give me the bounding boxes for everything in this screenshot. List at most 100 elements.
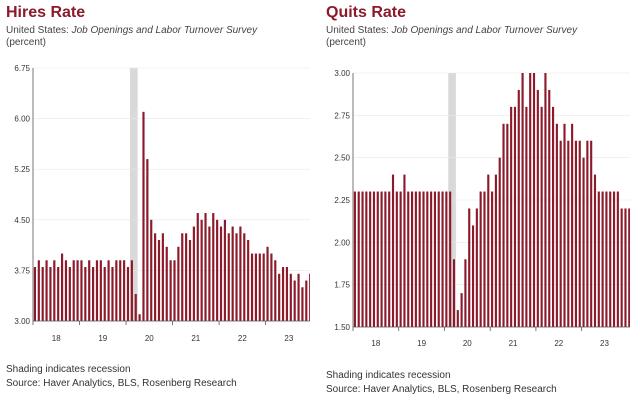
quits-bar <box>399 191 402 327</box>
hires-bar <box>150 219 153 321</box>
quits-rate-panel: Quits Rate United States: Job Openings a… <box>320 0 630 406</box>
quits-bar <box>407 191 410 327</box>
hires-bar <box>45 260 48 321</box>
quits-bar <box>536 89 539 327</box>
hires-bar <box>297 273 300 321</box>
hires-bar <box>192 226 195 321</box>
hires-bar <box>33 267 37 321</box>
hires-y-tick-label: 4.50 <box>14 216 30 225</box>
hires-bar <box>115 260 118 321</box>
quits-bar <box>365 191 368 327</box>
hires-recession-note: Shading indicates recession <box>6 364 131 375</box>
hires-bar <box>301 287 304 321</box>
quits-bar <box>353 191 356 327</box>
quits-bar <box>449 191 452 327</box>
hires-subtitle-survey: Job Openings and Labor Turnover Survey <box>71 25 258 36</box>
hires-bar <box>68 267 71 321</box>
quits-bar <box>540 106 543 327</box>
quits-x-tick-label: 22 <box>554 339 563 348</box>
quits-bar <box>620 208 623 327</box>
quits-bar <box>521 73 524 327</box>
hires-bar <box>216 219 219 321</box>
quits-bar <box>422 191 425 327</box>
hires-bar <box>111 267 114 321</box>
quits-bar <box>628 208 630 327</box>
hires-y-tick-label: 3.75 <box>14 266 30 275</box>
quits-bar <box>445 191 448 327</box>
hires-bar <box>154 233 157 321</box>
hires-x-tick-label: 20 <box>145 334 154 343</box>
quits-bar <box>506 123 509 327</box>
hires-bar <box>64 260 68 321</box>
hires-bar <box>200 219 203 321</box>
quits-bar <box>372 191 376 327</box>
hires-bar <box>49 267 52 321</box>
hires-bar <box>254 253 257 321</box>
quits-y-tick-label: 2.50 <box>334 154 350 163</box>
quits-bar <box>433 191 436 327</box>
quits-bar <box>475 208 478 327</box>
quits-bar <box>384 191 387 327</box>
quits-bar <box>456 310 459 327</box>
quits-bar <box>525 106 528 327</box>
quits-bar <box>624 208 627 327</box>
hires-bar <box>212 213 215 321</box>
quits-subtitle-prefix: United States: <box>326 25 392 36</box>
quits-bar <box>616 191 619 327</box>
quits-bar <box>361 191 364 327</box>
hires-bar <box>99 260 102 321</box>
hires-bar <box>243 233 246 321</box>
hires-bar <box>53 260 56 321</box>
quits-bar <box>601 191 604 327</box>
quits-bar <box>460 293 463 327</box>
hires-x-tick-label: 23 <box>284 334 293 343</box>
quits-bar <box>517 89 520 327</box>
hires-bar <box>285 267 289 321</box>
quits-bar <box>510 106 513 327</box>
quits-bar <box>468 208 471 327</box>
quits-bar <box>464 259 467 327</box>
quits-bar <box>403 174 406 327</box>
quits-rate-chart: 3.00 2.75 2.50 2.25 2.00 1.75 1.50 18 19 20 21 22 23 <box>334 69 630 348</box>
hires-bar <box>223 219 226 321</box>
hires-bar <box>250 253 254 321</box>
quits-bar <box>369 191 372 327</box>
quits-bar <box>426 191 429 327</box>
hires-bar <box>181 233 184 321</box>
quits-bar <box>479 191 482 327</box>
hires-x-tick-label: 22 <box>238 334 247 343</box>
quits-y-tick-label: 2.75 <box>334 111 350 120</box>
hires-x-tick-label: 19 <box>98 334 107 343</box>
hires-bar <box>305 280 308 321</box>
hires-bar <box>146 159 149 321</box>
hires-subtitle-prefix: United States: <box>6 25 72 36</box>
hires-bar <box>309 273 310 321</box>
quits-bar <box>597 191 600 327</box>
quits-bar <box>437 191 440 327</box>
hires-bar <box>126 267 130 321</box>
hires-bar <box>262 253 265 321</box>
hires-bar <box>278 273 281 321</box>
quits-bar <box>430 191 433 327</box>
hires-bar <box>235 233 238 321</box>
quits-x-tick-label: 19 <box>417 339 426 348</box>
hires-source-note: Source: Haver Analytics, BLS, Rosenberg … <box>6 378 237 389</box>
hires-y-tick-label: 5.25 <box>14 165 30 174</box>
quits-bar <box>491 191 494 327</box>
quits-bar <box>376 191 379 327</box>
hires-bar <box>92 267 95 321</box>
quits-bar <box>494 174 497 327</box>
quits-recession-note: Shading indicates recession <box>326 370 451 381</box>
quits-bar <box>411 191 414 327</box>
quits-bar <box>388 191 391 327</box>
quits-subtitle-survey: Job Openings and Labor Turnover Survey <box>391 25 578 36</box>
hires-bar <box>60 253 64 321</box>
hires-bar <box>208 226 211 321</box>
quits-x-tick-label: 20 <box>463 339 472 348</box>
quits-bar <box>609 191 612 327</box>
hires-bar <box>161 233 164 321</box>
quits-source-note: Source: Haver Analytics, BLS, Rosenberg … <box>326 384 557 395</box>
hires-bar <box>107 260 110 321</box>
hires-bar <box>196 213 199 321</box>
hires-bar <box>227 233 230 321</box>
